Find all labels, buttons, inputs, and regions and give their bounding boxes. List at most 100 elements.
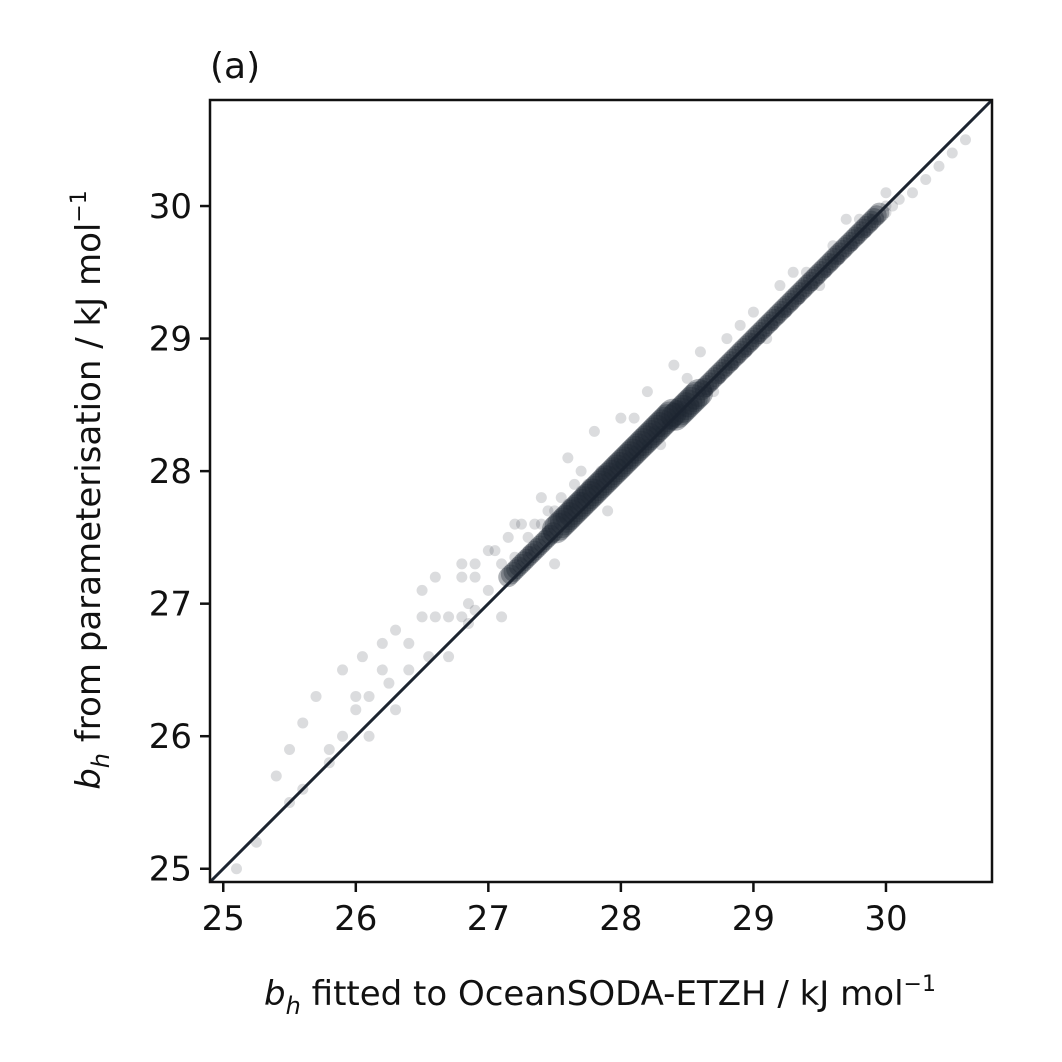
scatter-point <box>403 664 415 676</box>
scatter-point <box>231 863 243 875</box>
scatter-point <box>540 524 561 545</box>
scatter-point <box>575 485 587 497</box>
scatter-point <box>542 525 554 537</box>
scatter-point <box>681 372 693 384</box>
scatter-point <box>456 558 468 570</box>
scatter-point <box>509 518 521 530</box>
scatter-point <box>284 743 296 755</box>
scatter-point <box>571 486 600 515</box>
scatter-point <box>814 280 826 292</box>
scatter-point <box>549 507 578 536</box>
scatter-point <box>629 427 658 456</box>
scatter-point <box>642 414 671 443</box>
scatter-point <box>613 443 642 472</box>
scatter-point <box>544 512 573 541</box>
scatter-point <box>519 545 540 566</box>
scatter-point <box>514 551 535 572</box>
scatter-point <box>522 543 543 564</box>
scatter-point <box>645 412 674 441</box>
scatter-point <box>658 398 687 427</box>
scatter-point <box>482 545 494 557</box>
scatter-point <box>527 537 548 558</box>
scatter-point <box>747 306 759 318</box>
scatter-point <box>602 505 614 517</box>
scatter-point <box>502 531 514 543</box>
scatter-point <box>560 496 589 525</box>
y-tick-label: 25 <box>149 850 192 890</box>
scatter-point <box>511 553 532 574</box>
scatter-point <box>587 470 615 499</box>
scatter-point <box>537 527 558 548</box>
scatter-point <box>647 409 676 438</box>
scatter-point <box>532 532 553 553</box>
scatter-point <box>429 571 441 583</box>
scatter-point <box>541 515 570 544</box>
scatter-point <box>634 422 663 451</box>
y-tick-label: 27 <box>149 585 192 625</box>
scatter-point <box>529 518 541 530</box>
scatter-point <box>297 717 309 729</box>
scatter-point <box>608 458 620 470</box>
x-axis-label-symbol: b <box>264 974 286 1014</box>
scatter-point <box>489 545 501 557</box>
scatter-point <box>734 319 746 331</box>
scatter-point <box>576 480 605 509</box>
scatter-point <box>535 492 547 504</box>
scatter-point <box>605 451 634 480</box>
scatter-point <box>535 518 547 530</box>
y-tick-label: 30 <box>149 187 192 227</box>
scatter-point <box>456 611 468 623</box>
scatter-point <box>653 404 682 433</box>
scatter-point <box>827 240 839 252</box>
scatter-point <box>496 611 508 623</box>
scatter-point <box>390 624 402 636</box>
scatter-point <box>350 690 362 702</box>
scatter-point <box>694 346 706 358</box>
scatter-point <box>602 454 631 483</box>
scatter-point <box>522 545 534 557</box>
scatter-point <box>443 611 455 623</box>
scatter-point <box>628 412 640 424</box>
x-axis-label: bh fitted to OceanSODA-ETZH / kJ mol−1 <box>264 972 936 1020</box>
scatter-point <box>594 462 623 491</box>
scatter-point <box>568 478 580 490</box>
scatter-point <box>516 548 537 569</box>
scatter-point <box>624 433 653 462</box>
scatter-point <box>568 498 580 510</box>
scatter-point <box>655 439 667 451</box>
scatter-point <box>469 558 481 570</box>
scatter-point <box>350 704 362 716</box>
scatter-point <box>500 564 521 585</box>
one-to-one-line <box>208 98 994 884</box>
scatter-point <box>774 280 786 292</box>
x-tick-label: 28 <box>599 899 642 939</box>
scatter-point <box>547 510 576 539</box>
x-axis-label-superscript: −1 <box>904 972 936 997</box>
scatter-point <box>800 266 812 278</box>
scatter-point <box>563 494 592 523</box>
scatter-point <box>650 406 679 435</box>
scatter-point <box>568 488 597 517</box>
y-tick-label: 29 <box>149 320 192 360</box>
scatter-point <box>787 266 799 278</box>
scatter-point <box>542 505 554 517</box>
y-tick-label: 28 <box>149 452 192 492</box>
scatter-point <box>959 134 971 146</box>
scatter-point <box>562 498 574 510</box>
scatter-point <box>906 187 918 199</box>
x-axis-ticks: 25 26 27 28 29 30 <box>202 882 908 939</box>
scatter-point <box>503 561 524 582</box>
scatter-point <box>853 213 865 225</box>
plot-frame <box>208 98 994 884</box>
x-axis-label-text: fitted to OceanSODA-ETZH / kJ mol <box>301 974 904 1014</box>
scatter-point <box>363 730 375 742</box>
scatter-point <box>579 478 608 507</box>
scatter-point <box>549 505 561 517</box>
scatter-point <box>592 465 621 494</box>
scatter-point <box>323 743 335 755</box>
y-axis-label-symbol: b <box>69 768 109 790</box>
scatter-point <box>933 160 945 172</box>
y-axis-label-text: from parameterisation / kJ mol <box>69 223 109 753</box>
scatter-point <box>608 449 637 478</box>
scatter-point <box>416 611 428 623</box>
